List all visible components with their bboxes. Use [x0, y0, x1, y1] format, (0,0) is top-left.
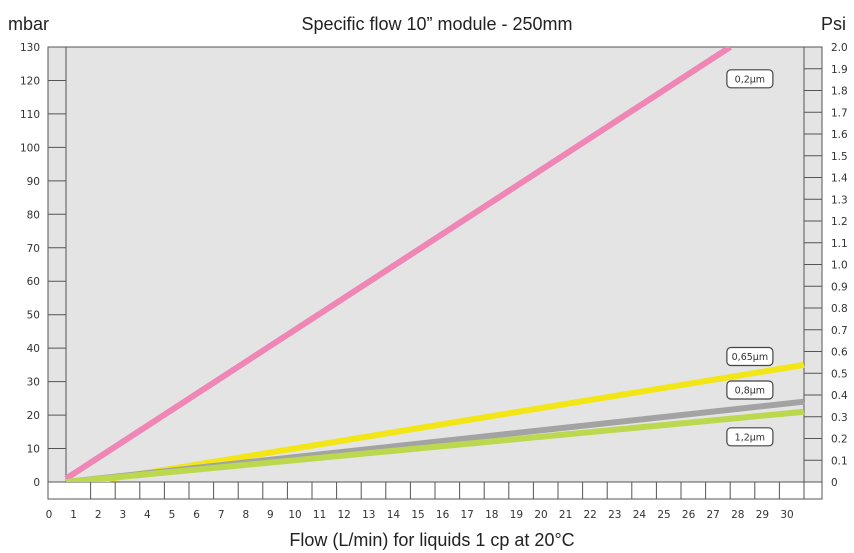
x-tick-label: 10	[288, 509, 301, 521]
x-tick-label: 16	[436, 509, 450, 521]
series-label-box	[726, 69, 774, 89]
x-tick-label: 25	[657, 509, 670, 521]
series-label-box	[726, 380, 774, 400]
x-axis: 0 1 2 3 4 5 6 7 8 9 10 11 12 13 14 15 16 17 18 19 20 21 22 23 24…	[46, 481, 823, 521]
y-tick-label: 110	[20, 109, 40, 121]
y-tick-label: 80	[27, 209, 40, 221]
y2-tick-label: 1.2	[831, 216, 848, 228]
series-label: 1,2µm	[726, 427, 774, 447]
x-tick-label: 30	[780, 509, 793, 521]
series-labels: 0,2µm 0,65µm 0,8µm 1,2µm	[726, 69, 774, 447]
x-tick-label: 9	[267, 509, 274, 521]
y2-tick-label: 0.6	[831, 347, 848, 359]
x-tick-label: 0	[46, 509, 53, 521]
series-line	[65, 408, 805, 482]
x-tick-label: 17	[461, 509, 474, 521]
y-tick-label: 20	[27, 410, 40, 422]
series-label-text: 0,2µm	[735, 74, 765, 85]
chart-title: Specific flow 10” module - 250mm	[301, 14, 572, 34]
x-tick-label: 27	[707, 509, 720, 521]
series-label-text: 0,65µm	[732, 352, 768, 363]
y-tick-label: 60	[27, 276, 40, 288]
x-tick-label: 3	[119, 509, 126, 521]
y2-tick-label: 0.5	[831, 368, 848, 380]
y-tick-label: 70	[27, 243, 40, 255]
y2-tick-label: 1.4	[831, 173, 848, 185]
y2-tick-label: 0.7	[831, 325, 848, 337]
y2-tick-label: 1.0	[831, 260, 848, 272]
x-tick-label: 14	[387, 509, 401, 521]
y2-tick-label: 1.7	[831, 107, 848, 119]
x-tick-label: 24	[633, 509, 647, 521]
y-tick-label: 100	[20, 142, 40, 154]
series-label: 0,8µm	[726, 380, 774, 400]
left-axis: 0 10 20 30 40 50 60 70 80 90 100 110 120 130	[20, 42, 67, 489]
x-tick-label: 29	[756, 509, 769, 521]
series-label-text: 1,2µm	[735, 432, 765, 443]
x-tick-label: 26	[682, 509, 696, 521]
y2-tick-label: 1.6	[831, 129, 848, 141]
x-tick-label: 19	[510, 509, 523, 521]
x-tick-label: 28	[731, 509, 744, 521]
x-tick-label: 12	[338, 509, 351, 521]
left-axis-unit-label: mbar	[8, 14, 49, 34]
y2-tick-label: 1.3	[831, 194, 848, 206]
x-tick-label: 5	[169, 509, 176, 521]
y-tick-label: 40	[27, 343, 40, 355]
y2-tick-label: 0	[831, 477, 838, 489]
x-tick-label: 6	[193, 509, 200, 521]
x-tick-label: 2	[95, 509, 102, 521]
y-tick-label: 30	[27, 377, 40, 389]
x-tick-label: 7	[218, 509, 225, 521]
x-tick-label: 4	[144, 509, 151, 521]
y2-tick-label: 0.2	[831, 434, 848, 446]
y2-tick-label: 2.0	[831, 42, 848, 54]
series-lines	[64, 47, 805, 482]
y-tick-label: 90	[27, 176, 40, 188]
y2-tick-label: 1.1	[831, 238, 848, 250]
x-tick-label: 21	[559, 509, 572, 521]
y2-tick-label: 0.3	[831, 412, 848, 424]
series-label-box	[726, 427, 774, 447]
y2-tick-label: 1.9	[831, 64, 848, 76]
y-tick-label: 0	[33, 477, 40, 489]
x-tick-label: 15	[411, 509, 424, 521]
x-tick-label: 22	[584, 509, 597, 521]
series-label-box	[726, 346, 774, 367]
right-axis-unit-label: Psi	[821, 14, 846, 34]
y2-tick-label: 0.9	[831, 281, 848, 293]
y-tick-label: 10	[27, 444, 40, 456]
y-tick-label: 130	[20, 42, 40, 54]
series-label: 0,2µm	[726, 69, 774, 89]
x-tick-label: 23	[608, 509, 621, 521]
y2-tick-label: 0.4	[831, 390, 848, 402]
x-tick-label: 18	[485, 509, 498, 521]
y-tick-label: 50	[27, 310, 40, 322]
series-label-text: 0,8µm	[735, 385, 765, 396]
series-label: 0,65µm	[726, 346, 774, 367]
x-tick-label: 11	[313, 509, 326, 521]
x-tick-label: 1	[70, 509, 77, 521]
y2-tick-label: 1.8	[831, 86, 848, 98]
y-tick-label: 120	[20, 75, 40, 87]
x-tick-label: 13	[362, 509, 375, 521]
x-axis-title: Flow (L/min) for liquids 1 cp at 20°C	[289, 530, 574, 550]
y2-tick-label: 1.5	[831, 151, 848, 163]
y2-tick-label: 0.8	[831, 303, 848, 315]
series-line	[90, 361, 805, 482]
x-tick-label: 8	[242, 509, 249, 521]
series-line	[64, 47, 732, 482]
x-tick-label: 20	[534, 509, 547, 521]
right-axis: 0 0.1 0.2 0.3 0.4 0.5 0.6 0.7 0.8 0.9 1.0 1.1 1.2 1.3…	[803, 42, 848, 489]
y2-tick-label: 0.1	[831, 455, 848, 467]
